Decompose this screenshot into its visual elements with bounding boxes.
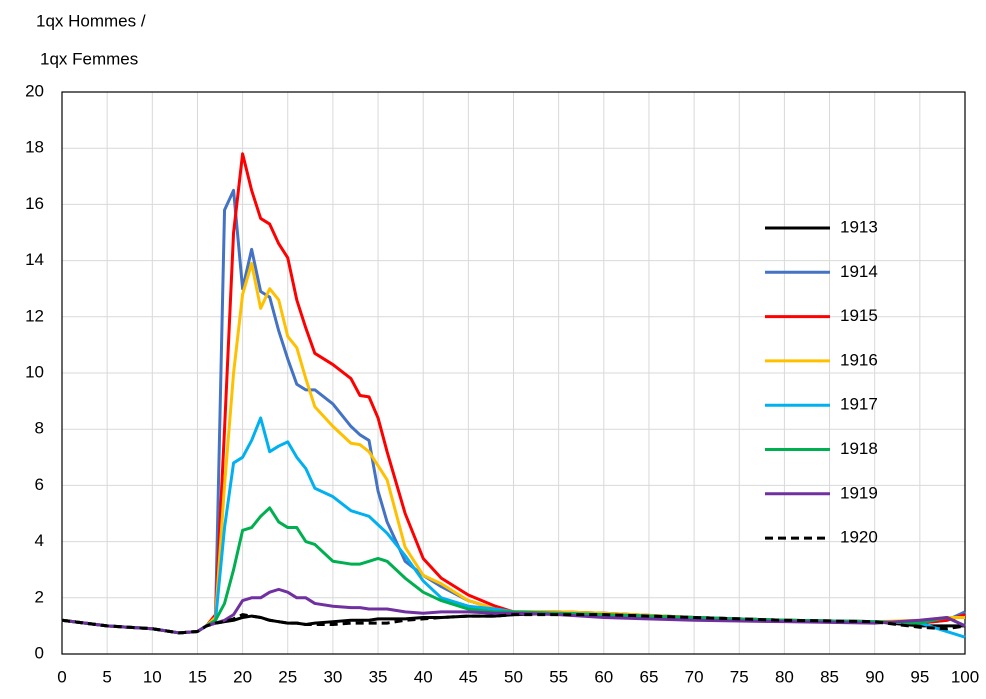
x-tick-label: 40 — [414, 667, 433, 686]
y-tick-label: 20 — [25, 81, 44, 100]
x-tick-label: 5 — [102, 667, 111, 686]
y-tick-label: 12 — [25, 306, 44, 325]
legend-label: 1915 — [840, 306, 878, 325]
legend-label: 1913 — [840, 217, 878, 236]
y-axis-label: 1qx Femmes — [40, 49, 138, 68]
y-tick-label: 16 — [25, 194, 44, 213]
y-tick-label: 0 — [35, 643, 44, 662]
y-tick-label: 2 — [35, 587, 44, 606]
x-tick-label: 90 — [865, 667, 884, 686]
x-tick-label: 55 — [549, 667, 568, 686]
x-tick-label: 30 — [323, 667, 342, 686]
legend-label: 1914 — [840, 262, 878, 281]
x-tick-label: 95 — [910, 667, 929, 686]
plot-frame — [61, 91, 966, 655]
x-tick-label: 25 — [278, 667, 297, 686]
legend-label: 1919 — [840, 483, 878, 502]
x-tick-label: 45 — [459, 667, 478, 686]
x-tick-label: 80 — [775, 667, 794, 686]
y-axis-label: 1qx Hommes / — [36, 11, 146, 30]
y-tick-label: 18 — [25, 138, 44, 157]
y-tick-label: 14 — [25, 250, 44, 269]
x-tick-label: 65 — [639, 667, 658, 686]
y-tick-label: 10 — [25, 362, 44, 381]
x-tick-label: 100 — [951, 667, 979, 686]
legend-label: 1917 — [840, 395, 878, 414]
x-tick-label: 15 — [188, 667, 207, 686]
series-line — [61, 613, 966, 635]
x-tick-label: 85 — [820, 667, 839, 686]
x-tick-label: 60 — [594, 667, 613, 686]
x-tick-label: 10 — [143, 667, 162, 686]
x-tick-label: 0 — [57, 667, 66, 686]
x-tick-label: 20 — [233, 667, 252, 686]
legend-label: 1916 — [840, 350, 878, 369]
y-tick-label: 6 — [35, 475, 44, 494]
x-tick-label: 35 — [369, 667, 388, 686]
x-tick-label: 75 — [730, 667, 749, 686]
y-tick-label: 8 — [35, 419, 44, 438]
y-tick-label: 4 — [35, 531, 44, 550]
legend-label: 1920 — [840, 528, 878, 547]
legend-label: 1918 — [840, 439, 878, 458]
x-tick-label: 70 — [685, 667, 704, 686]
x-tick-label: 50 — [504, 667, 523, 686]
